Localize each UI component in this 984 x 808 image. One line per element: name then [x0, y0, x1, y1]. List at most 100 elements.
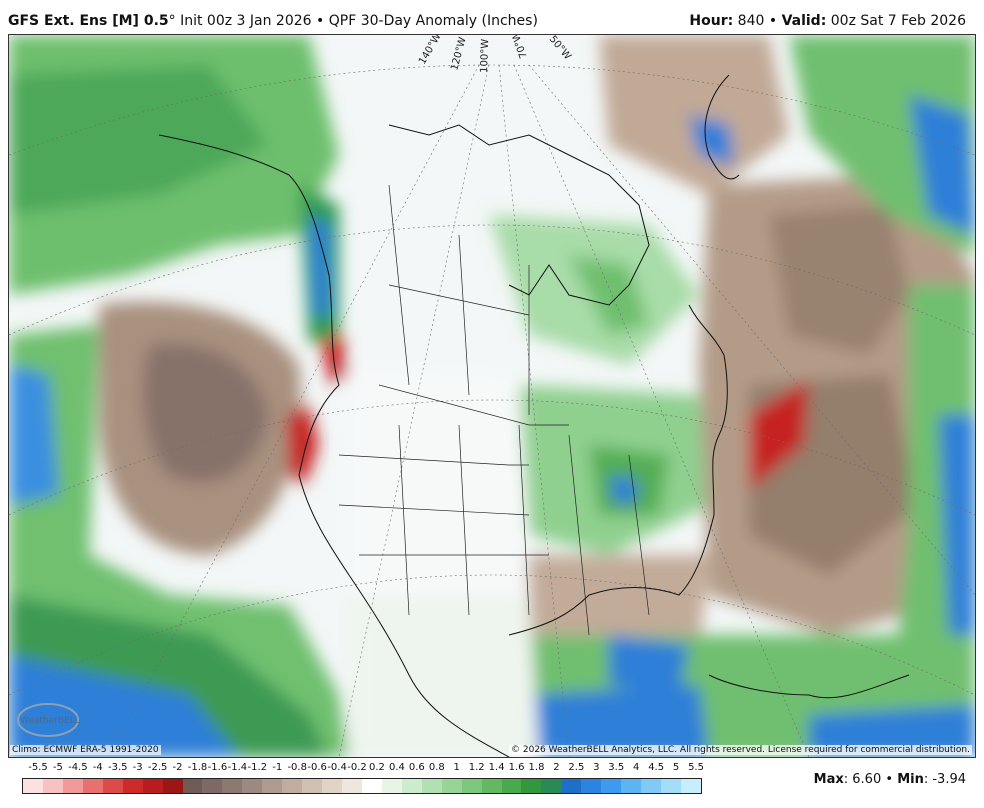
map-title: GFS Ext. Ens [M] 0.5° Init 00z 3 Jan 202… [8, 13, 538, 29]
legend-tick-label: -5 [52, 762, 63, 773]
legend-swatch [501, 779, 522, 793]
legend-swatch [302, 779, 323, 793]
legend-tick-label: 1.8 [528, 762, 545, 773]
legend-swatch [561, 779, 582, 793]
legend-swatch [541, 779, 562, 793]
legend-swatch [521, 779, 542, 793]
min-value: -3.94 [932, 772, 966, 787]
legend-swatch [361, 779, 382, 793]
map-svg: 140°W 120°W 100°W 70°W 50°W [9, 35, 975, 757]
legend-swatch [680, 779, 701, 793]
legend-swatch [262, 779, 283, 793]
legend-swatch [202, 779, 223, 793]
legend-swatch [23, 779, 43, 793]
legend-swatch [82, 779, 103, 793]
copyright-note: © 2026 WeatherBELL Analytics, LLC. All r… [509, 745, 972, 755]
legend-color-bar [22, 778, 702, 794]
legend-swatch [601, 779, 622, 793]
legend-swatch [481, 779, 502, 793]
legend-tick-label: -5.5 [28, 762, 48, 773]
legend-swatch [581, 779, 602, 793]
anomaly-field [9, 35, 975, 757]
legend-swatch [421, 779, 442, 793]
legend-swatch [122, 779, 143, 793]
map-header: GFS Ext. Ens [M] 0.5° Init 00z 3 Jan 202… [0, 0, 984, 34]
climo-note: Climo: ECMWF ERA-5 1991-2020 [10, 745, 161, 755]
legend-swatch [661, 779, 681, 793]
legend-tick-label: -4 [92, 762, 103, 773]
legend-tick-label: -1.2 [247, 762, 268, 773]
legend-swatch [401, 779, 422, 793]
legend-swatch [162, 779, 183, 793]
lon-label-100w: 100°W [479, 39, 491, 73]
legend-tick-label: 4.5 [648, 762, 665, 773]
legend-tick-label: -0.6 [307, 762, 327, 773]
valid-separator: • [768, 13, 778, 29]
legend-tick-label: -3.5 [107, 762, 128, 773]
legend-swatch [142, 779, 163, 793]
legend-swatch [282, 779, 303, 793]
legend-tick-label: 1.6 [508, 762, 525, 773]
model-name: GFS Ext. Ens [M] 0.5 [8, 13, 169, 29]
maxmin-separator: • [885, 772, 894, 787]
legend-swatch [42, 779, 63, 793]
legend-tick-label: 0.6 [408, 762, 425, 773]
valid-value: 00z Sat 7 Feb 2026 [830, 13, 966, 29]
legend-swatch [322, 779, 342, 793]
legend-swatch [242, 779, 263, 793]
legend-tick-label: 2 [553, 762, 560, 773]
legend-tick-label: 3.5 [608, 762, 625, 773]
legend-tick-label: -1.6 [207, 762, 228, 773]
degree-mark: ° [168, 13, 176, 29]
legend-labels: -5.5 -5 -4.5 -4 -3.5 -3 -2.5 -2 -1.8 -1.6 -1.4 -1.2… [22, 762, 712, 776]
legend-tick-label: -0.2 [347, 762, 367, 773]
valid-label: Valid: [781, 13, 827, 29]
hour-label: Hour: [689, 13, 734, 29]
legend-tick-label: 0.2 [369, 762, 385, 773]
logo-text: WeatherBELL [20, 716, 80, 726]
legend-swatch [381, 779, 402, 793]
legend-tick-label: 5.5 [688, 762, 704, 773]
legend-tick-label: -1.4 [227, 762, 248, 773]
legend-tick-label: -1.8 [187, 762, 208, 773]
max-min-readout: Max: 6.60 • Min: -3.94 [813, 772, 966, 787]
anomaly-map: 140°W 120°W 100°W 70°W 50°W [8, 34, 976, 758]
product-name: QPF 30-Day Anomaly (Inches) [328, 13, 538, 29]
legend-tick-label: 3 [593, 762, 600, 773]
legend-tick-label: -1 [272, 762, 283, 773]
weatherbell-logo: WeatherBELL [17, 703, 80, 737]
legend-swatch [102, 779, 123, 793]
legend-tick-label: 1.4 [488, 762, 505, 773]
legend-tick-label: -4.5 [68, 762, 88, 773]
init-time: Init 00z 3 Jan 2026 [180, 13, 312, 29]
title-separator: • [316, 13, 325, 29]
legend-swatch [621, 779, 642, 793]
min-label: Min [897, 772, 924, 787]
legend-swatch [222, 779, 243, 793]
borders [338, 184, 650, 636]
legend-tick-label: 4 [633, 762, 640, 773]
legend-tick-label: -2.5 [147, 762, 168, 773]
legend-tick-label: -2 [172, 762, 183, 773]
legend-tick-label: 1.2 [468, 762, 485, 773]
graticule [9, 64, 975, 757]
legend-tick-label: 0.8 [428, 762, 445, 773]
legend-swatch [182, 779, 203, 793]
valid-info: Hour: 840 • Valid: 00z Sat 7 Feb 2026 [689, 13, 966, 29]
legend-swatch [641, 779, 661, 793]
legend-swatch [461, 779, 482, 793]
legend-swatch [62, 779, 83, 793]
legend-tick-label: -0.8 [287, 762, 307, 773]
legend-tick-label: -3 [132, 762, 143, 773]
coastlines [158, 74, 910, 757]
legend-tick-label: 5 [672, 762, 680, 773]
legend-tick-label: 0.4 [388, 762, 405, 773]
max-value: 6.60 [852, 772, 882, 787]
legend-tick-label: 2.5 [568, 762, 585, 773]
legend-tick-label: -0.4 [327, 762, 347, 773]
legend-swatch [441, 779, 462, 793]
hour-value: 840 [737, 13, 765, 29]
legend-tick-label: 1 [453, 762, 460, 773]
legend-swatch [342, 779, 362, 793]
max-label: Max [813, 772, 844, 787]
